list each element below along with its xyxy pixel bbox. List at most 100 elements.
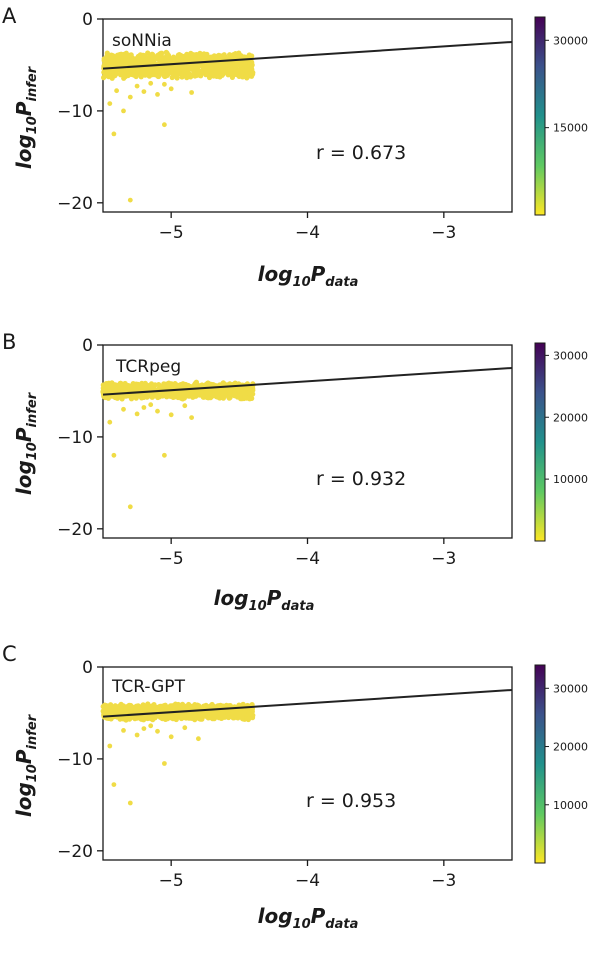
outlier-point (155, 408, 160, 414)
data-point (125, 52, 131, 59)
data-point (190, 52, 196, 59)
outlier-point (148, 723, 154, 729)
data-point (120, 61, 126, 67)
data-point (240, 710, 247, 716)
data-point (206, 74, 213, 81)
outlier-point (141, 726, 147, 731)
panel-letter: B (2, 330, 17, 354)
data-point (191, 712, 197, 719)
colorbar-tick-label: 30000 (553, 34, 588, 47)
x-tick-label: −5 (159, 549, 184, 569)
data-point (129, 384, 135, 390)
y-tick-label: −20 (57, 520, 93, 540)
data-point (121, 74, 128, 80)
data-point (114, 387, 120, 393)
correlation-label: r = 0.932 (316, 468, 407, 490)
data-point (197, 713, 203, 719)
data-point (122, 380, 128, 387)
data-point (157, 53, 164, 60)
outlier-point (107, 743, 113, 749)
data-point (105, 382, 111, 388)
outlier-point (182, 725, 188, 731)
scatter-plot-b: −5 −4 −3 0 −10 −20 30000 20000 10000 (57, 336, 588, 569)
data-point (244, 385, 250, 391)
y-tick-label: −20 (57, 842, 93, 862)
correlation-label: r = 0.953 (306, 790, 397, 812)
y-axis-label: log10Pinfer (12, 66, 40, 170)
data-point (237, 714, 243, 720)
panel-letter: A (2, 4, 17, 28)
data-point (169, 393, 175, 400)
data-point (196, 54, 202, 60)
data-point (191, 71, 197, 77)
data-point (186, 71, 192, 77)
data-point (218, 53, 224, 59)
outlier-point (162, 761, 167, 766)
data-point (111, 383, 117, 389)
y-axis-label: log10Pinfer (12, 392, 40, 496)
data-point (105, 69, 111, 75)
x-tick-label: −4 (295, 871, 320, 891)
data-point (175, 68, 182, 74)
data-point (220, 395, 226, 401)
data-point (166, 381, 172, 387)
data-point (126, 58, 132, 64)
outlier-point (148, 80, 154, 86)
colorbar-tick-label: 15000 (553, 122, 588, 135)
outlier-point (182, 403, 188, 409)
y-axis-label: log10Pinfer (12, 714, 40, 818)
data-point (127, 709, 133, 715)
panel-a: −5 −4 −3 0 −10 −20 30000 15000 A soNNia r = 0.6… (0, 0, 598, 311)
outlier-point (111, 782, 117, 787)
outlier-point (168, 734, 174, 740)
y-tick-label: 0 (82, 10, 93, 30)
data-point (202, 712, 208, 718)
outlier-point (134, 411, 140, 417)
data-point (149, 394, 155, 400)
data-point (184, 714, 190, 720)
data-point (243, 71, 249, 78)
data-point (232, 380, 238, 386)
outlier-point (141, 89, 147, 94)
data-point (209, 701, 215, 708)
data-point (146, 70, 152, 76)
outlier-point (162, 81, 167, 87)
data-point (111, 704, 117, 710)
data-point (205, 67, 211, 74)
colorbar-tick-label: 10000 (553, 473, 588, 486)
data-point (139, 53, 145, 59)
outlier-point (127, 94, 133, 100)
dense-point-cloud (100, 379, 256, 402)
outlier-point (121, 108, 126, 114)
data-point (192, 704, 198, 710)
data-point (181, 68, 187, 74)
data-point (200, 394, 206, 400)
x-axis-label: log10Pdata (257, 262, 359, 290)
outlier-point (107, 101, 113, 106)
data-point (101, 75, 107, 81)
data-point (227, 61, 233, 67)
data-point (226, 714, 232, 721)
outlier-point (127, 800, 133, 806)
data-point (245, 711, 251, 717)
outlier-point (107, 419, 113, 425)
data-point (220, 63, 226, 69)
data-point (187, 64, 193, 70)
data-point (173, 713, 179, 719)
data-point (184, 51, 190, 57)
outlier-point (121, 406, 126, 412)
outlier-point (162, 122, 167, 128)
dense-point-cloud (101, 49, 256, 81)
data-point (214, 70, 220, 76)
outlier-point (134, 732, 140, 738)
x-axis-label: log10Pdata (257, 904, 359, 932)
colorbar-tick-label: 20000 (553, 741, 588, 754)
panel-c: −5 −4 −3 0 −10 −20 30000 20000 10000 C TCR-GPT r… (0, 642, 598, 959)
colorbar-tick-label: 10000 (553, 799, 588, 812)
outlier-point (134, 83, 140, 89)
outlier-point (111, 452, 117, 458)
data-point (218, 712, 224, 718)
outlier-point (168, 412, 174, 418)
data-point (151, 383, 157, 389)
data-point (173, 390, 179, 397)
